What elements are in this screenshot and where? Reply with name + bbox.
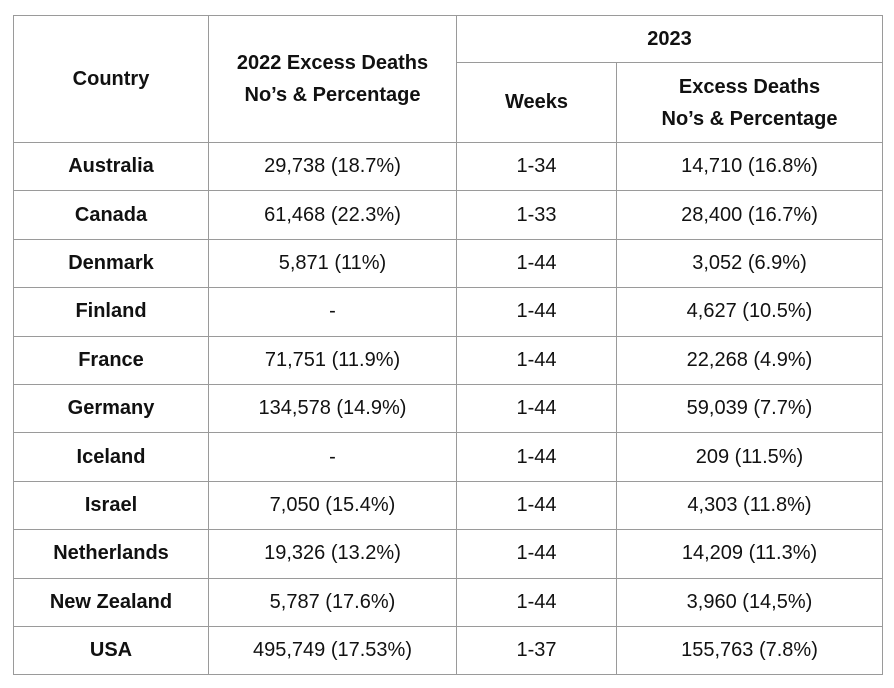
cell-country: Canada	[13, 190, 209, 240]
header-excess-2023: Excess Deaths No’s & Percentage	[616, 62, 883, 143]
cell-country: Denmark	[13, 238, 209, 289]
table-row: Finland - 1-44 4,627 (10.5%)	[13, 287, 883, 337]
cell-excess-2022: 5,787 (17.6%)	[208, 577, 457, 627]
cell-excess-2022: 495,749 (17.53%)	[208, 625, 457, 676]
cell-country: Netherlands	[13, 529, 209, 579]
cell-country: USA	[13, 625, 209, 676]
cell-excess-2023: 3,960 (14,5%)	[616, 577, 883, 627]
header-year-2023: 2023	[456, 15, 883, 63]
cell-weeks: 1-44	[456, 335, 617, 385]
cell-excess-2022: 29,738 (18.7%)	[208, 141, 457, 192]
cell-excess-2023: 4,303 (11.8%)	[616, 480, 883, 531]
cell-country: Israel	[13, 480, 209, 531]
cell-excess-2022: 7,050 (15.4%)	[208, 480, 457, 531]
cell-weeks: 1-44	[456, 577, 617, 627]
cell-excess-2022: 71,751 (11.9%)	[208, 335, 457, 385]
table-row: New Zealand 5,787 (17.6%) 1-44 3,960 (14…	[13, 577, 883, 627]
cell-country: Finland	[13, 287, 209, 337]
cell-excess-2023: 155,763 (7.8%)	[616, 625, 883, 676]
cell-weeks: 1-44	[456, 480, 617, 531]
cell-excess-2023: 22,268 (4.9%)	[616, 335, 883, 385]
table-row: Australia 29,738 (18.7%) 1-34 14,710 (16…	[13, 141, 883, 192]
table-row: Germany 134,578 (14.9%) 1-44 59,039 (7.7…	[13, 383, 883, 434]
cell-weeks: 1-44	[456, 432, 617, 482]
header-excess-2023-line1: Excess Deaths	[678, 75, 821, 98]
table-row: Canada 61,468 (22.3%) 1-33 28,400 (16.7%…	[13, 190, 883, 240]
header-weeks: Weeks	[456, 62, 617, 143]
cell-country: Australia	[13, 141, 209, 192]
cell-country: New Zealand	[13, 577, 209, 627]
table-row: Israel 7,050 (15.4%) 1-44 4,303 (11.8%)	[13, 480, 883, 531]
cell-excess-2022: 134,578 (14.9%)	[208, 383, 457, 434]
header-excess-2022: 2022 Excess Deaths No’s & Percentage	[208, 15, 457, 143]
cell-excess-2023: 209 (11.5%)	[616, 432, 883, 482]
table-row: USA 495,749 (17.53%) 1-37 155,763 (7.8%)	[13, 625, 883, 676]
cell-weeks: 1-44	[456, 383, 617, 434]
cell-country: Iceland	[13, 432, 209, 482]
table-row: Denmark 5,871 (11%) 1-44 3,052 (6.9%)	[13, 238, 883, 289]
excess-deaths-table: Country 2022 Excess Deaths No’s & Percen…	[13, 15, 883, 676]
cell-weeks: 1-37	[456, 625, 617, 676]
cell-weeks: 1-44	[456, 529, 617, 579]
cell-excess-2022: 61,468 (22.3%)	[208, 190, 457, 240]
cell-country: France	[13, 335, 209, 385]
cell-excess-2023: 3,052 (6.9%)	[616, 238, 883, 289]
cell-weeks: 1-34	[456, 141, 617, 192]
cell-weeks: 1-44	[456, 287, 617, 337]
header-excess-2023-line2: No’s & Percentage	[661, 107, 838, 130]
table-row: Iceland - 1-44 209 (11.5%)	[13, 432, 883, 482]
cell-weeks: 1-44	[456, 238, 617, 289]
cell-weeks: 1-33	[456, 190, 617, 240]
cell-country: Germany	[13, 383, 209, 434]
cell-excess-2023: 4,627 (10.5%)	[616, 287, 883, 337]
cell-excess-2023: 14,209 (11.3%)	[616, 529, 883, 579]
table-row: Netherlands 19,326 (13.2%) 1-44 14,209 (…	[13, 529, 883, 579]
header-excess-2022-line1: 2022 Excess Deaths	[236, 52, 429, 74]
cell-excess-2022: 5,871 (11%)	[208, 238, 457, 289]
cell-excess-2023: 28,400 (16.7%)	[616, 190, 883, 240]
cell-excess-2022: -	[208, 287, 457, 337]
cell-excess-2022: -	[208, 432, 457, 482]
cell-excess-2022: 19,326 (13.2%)	[208, 529, 457, 579]
cell-excess-2023: 59,039 (7.7%)	[616, 383, 883, 434]
cell-excess-2023: 14,710 (16.8%)	[616, 141, 883, 192]
table-row: France 71,751 (11.9%) 1-44 22,268 (4.9%)	[13, 335, 883, 385]
header-excess-2022-line2: No’s & Percentage	[244, 84, 421, 106]
header-country: Country	[13, 15, 209, 143]
